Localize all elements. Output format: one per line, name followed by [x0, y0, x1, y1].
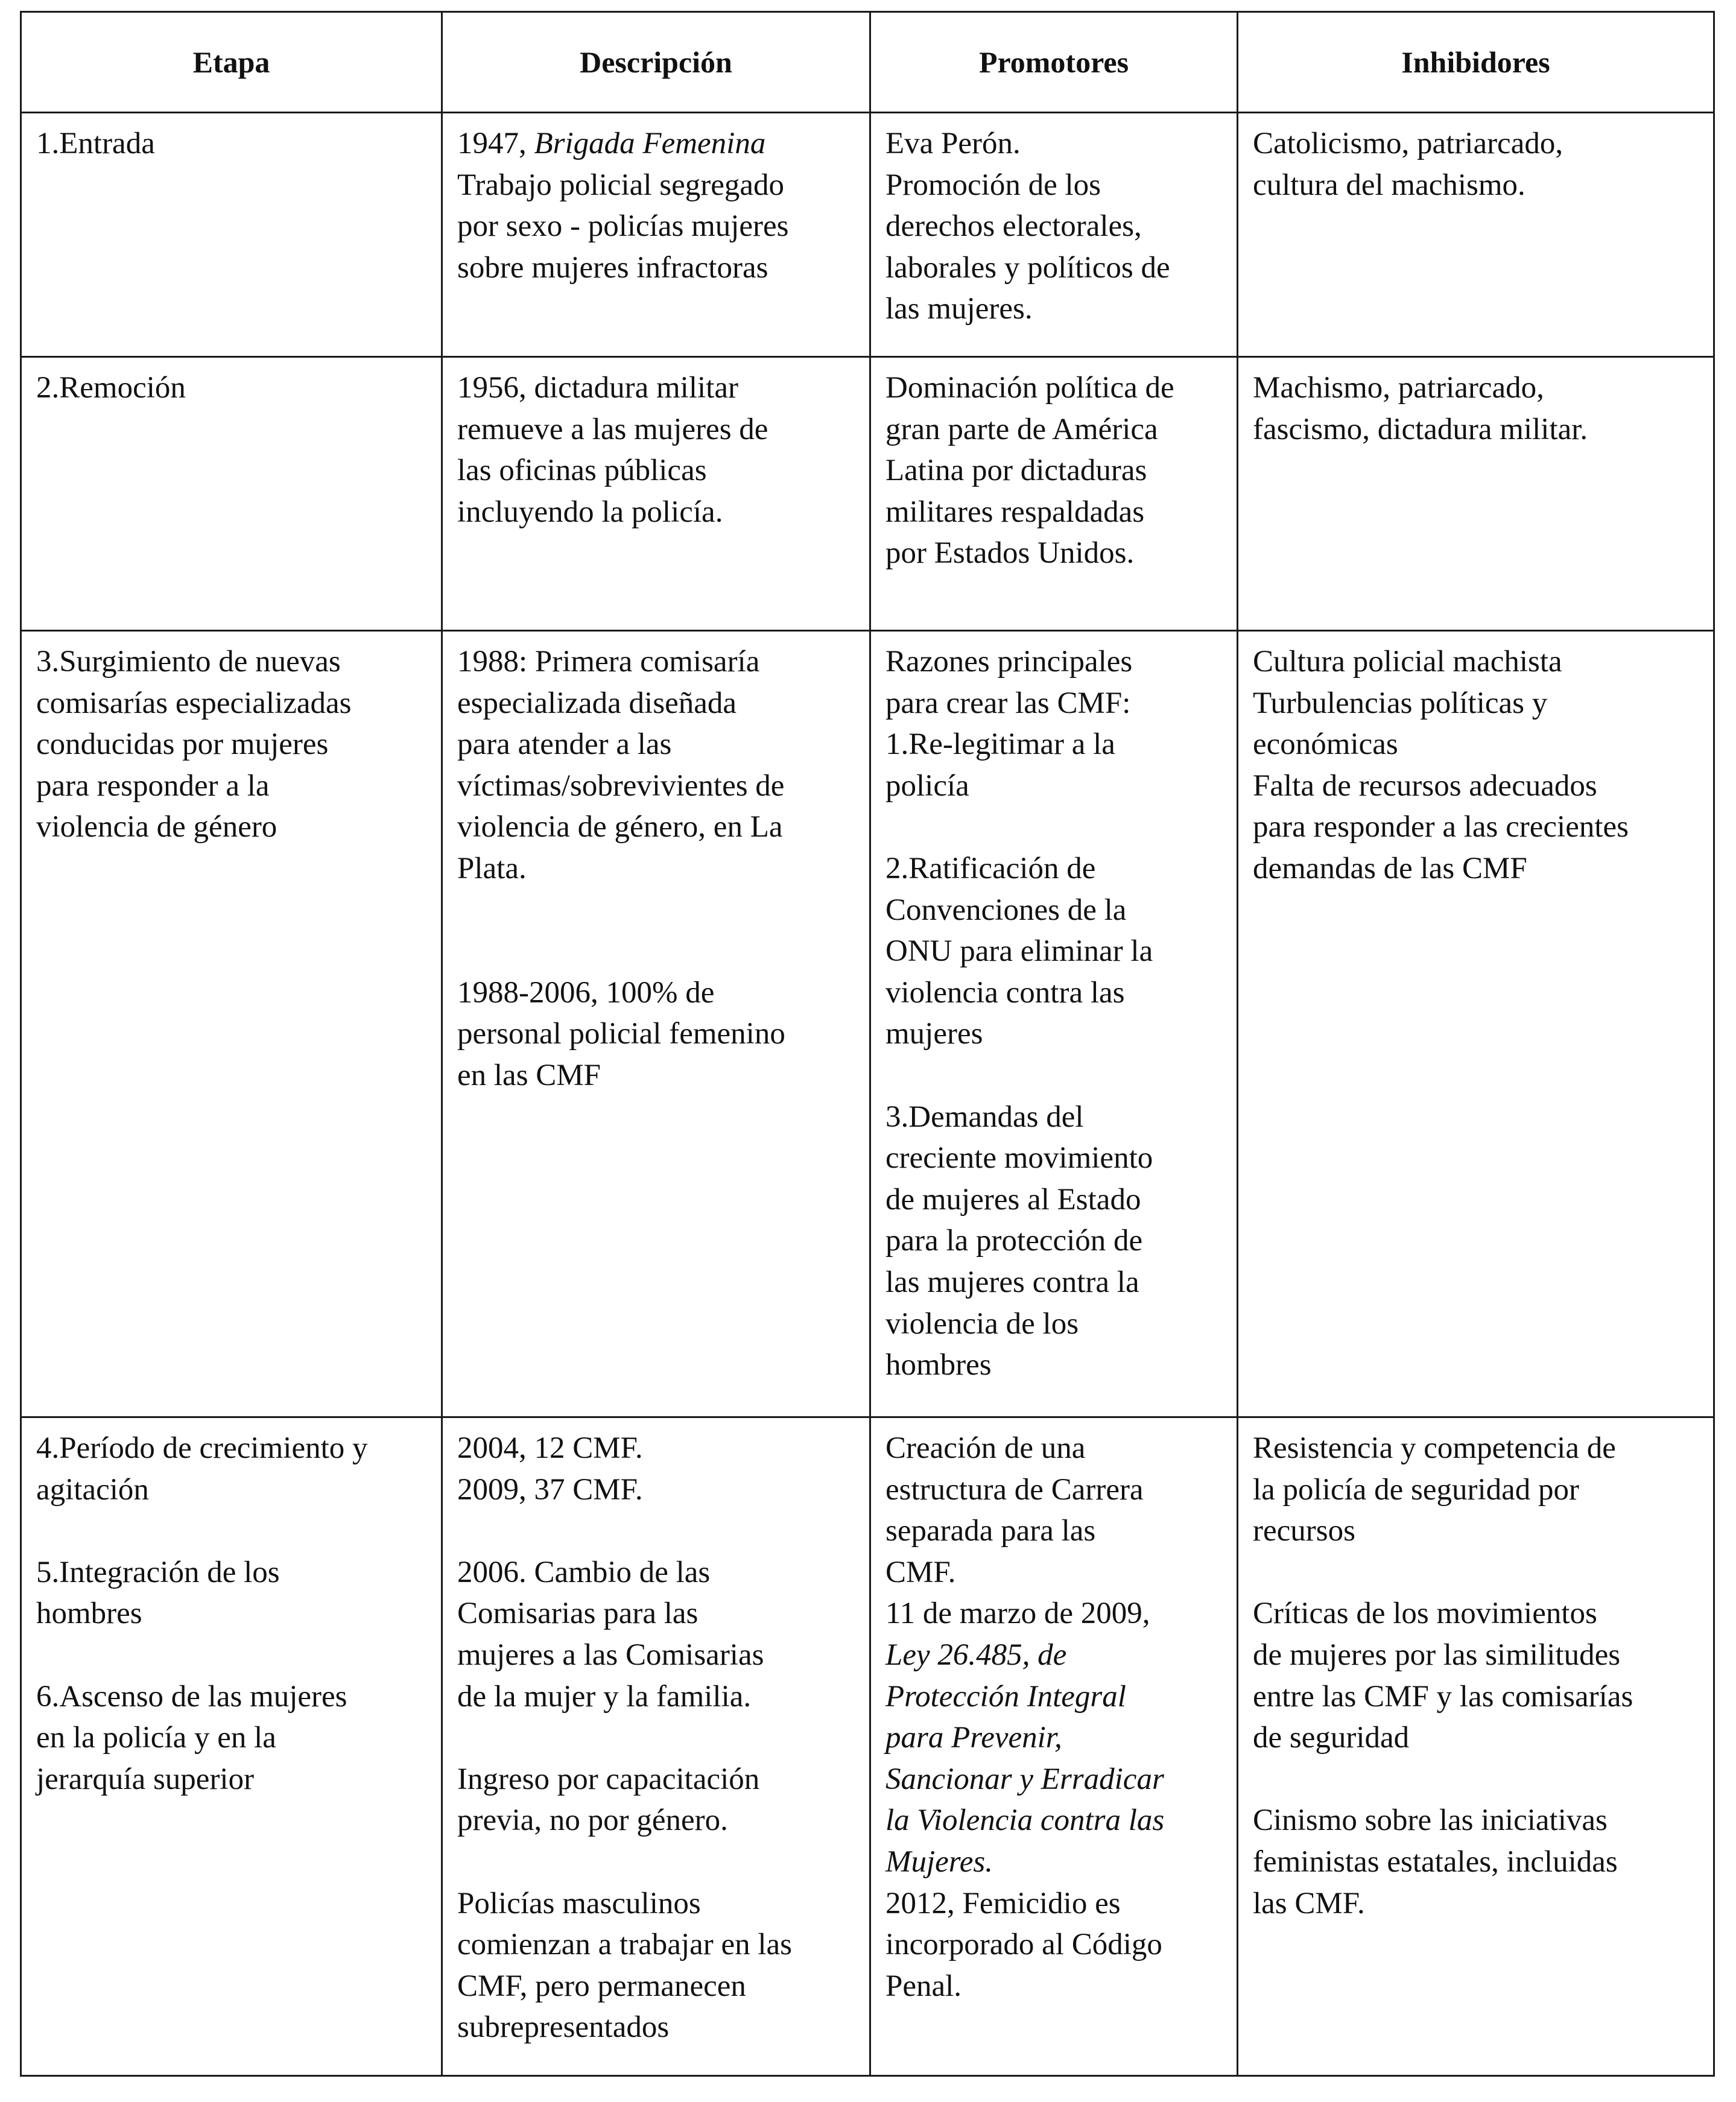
cell-etapa: 1.Entrada — [20, 112, 443, 358]
cell-text: Razones principales para crear las CMF: … — [885, 645, 1153, 1382]
header-row: Etapa Descripción Promotores Inhibidores — [20, 11, 1715, 113]
cell-text: Machismo, patriarcado, fascismo, dictadu… — [1253, 371, 1588, 446]
header-etapa: Etapa — [20, 11, 443, 113]
cell-promotores: Dominación política de gran parte de Amé… — [869, 356, 1238, 632]
cell-text: 2004, 12 CMF. 2009, 37 CMF. 2006. Cambio… — [457, 1431, 793, 2045]
cell-text: 1.Entrada — [36, 127, 155, 160]
header-descripcion: Descripción — [441, 11, 871, 113]
table-row: 1.Entrada 1947, Brigada Femenina Trabajo… — [20, 112, 1715, 358]
cell-text: 4.Período de crecimiento y agitación 5.I… — [36, 1431, 368, 1796]
cell-text: 1956, dictadura militar remueve a las mu… — [457, 371, 768, 529]
cell-text: Dominación política de gran parte de Amé… — [885, 371, 1174, 571]
cell-inhibidores: Catolicismo, patriarcado, cultura del ma… — [1237, 112, 1715, 358]
cell-etapa: 4.Período de crecimiento y agitación 5.I… — [20, 1416, 443, 2077]
cell-text: 1988: Primera comisaría especializada di… — [457, 645, 785, 1092]
cell-text: Eva Perón. Promoción de los derechos ele… — [885, 127, 1170, 326]
cell-descripcion: 1947, Brigada Femenina Trabajo policial … — [441, 112, 871, 358]
table-row: 4.Período de crecimiento y agitación 5.I… — [20, 1416, 1715, 2077]
header-inhibidores: Inhibidores — [1237, 11, 1715, 113]
cell-inhibidores: Machismo, patriarcado, fascismo, dictadu… — [1237, 356, 1715, 632]
cell-text: 2012, Femicidio es incorporado al Código… — [885, 1886, 1162, 2003]
cell-promotores: Eva Perón. Promoción de los derechos ele… — [869, 112, 1238, 358]
cell-text: 2.Remoción — [36, 371, 186, 405]
cell-text: 3.Surgimiento de nuevas comisarías espec… — [36, 645, 352, 844]
italic-text: Brigada Femenina — [534, 127, 766, 160]
cell-inhibidores: Resistencia y competencia de la policía … — [1237, 1416, 1715, 2077]
cell-descripcion: 1956, dictadura militar remueve a las mu… — [441, 356, 871, 632]
table-row: 2.Remoción 1956, dictadura militar remue… — [20, 356, 1715, 632]
cell-text: Creación de una estructura de Carrera se… — [885, 1431, 1150, 1631]
cell-promotores: Creación de una estructura de Carrera se… — [869, 1416, 1238, 2077]
cell-etapa: 3.Surgimiento de nuevas comisarías espec… — [20, 630, 443, 1418]
cell-descripcion: 2004, 12 CMF. 2009, 37 CMF. 2006. Cambio… — [441, 1416, 871, 2077]
cell-etapa: 2.Remoción — [20, 356, 443, 632]
table-row: 3.Surgimiento de nuevas comisarías espec… — [20, 630, 1715, 1418]
cell-promotores: Razones principales para crear las CMF: … — [869, 630, 1238, 1418]
cell-inhibidores: Cultura policial machista Turbulencias p… — [1237, 630, 1715, 1418]
cell-text: Resistencia y competencia de la policía … — [1253, 1431, 1633, 1920]
italic-text: Ley 26.485, de Protección Integral para … — [885, 1638, 1165, 1879]
stages-table: Etapa Descripción Promotores Inhibidores… — [20, 11, 1715, 2077]
cell-text: Catolicismo, patriarcado, cultura del ma… — [1253, 127, 1563, 202]
header-promotores: Promotores — [869, 11, 1238, 113]
cell-text: 1947, — [457, 127, 534, 160]
cell-descripcion: 1988: Primera comisaría especializada di… — [441, 630, 871, 1418]
cell-text: Cultura policial machista Turbulencias p… — [1253, 645, 1629, 885]
cell-text: Trabajo policial segregado por sexo - po… — [457, 168, 789, 285]
